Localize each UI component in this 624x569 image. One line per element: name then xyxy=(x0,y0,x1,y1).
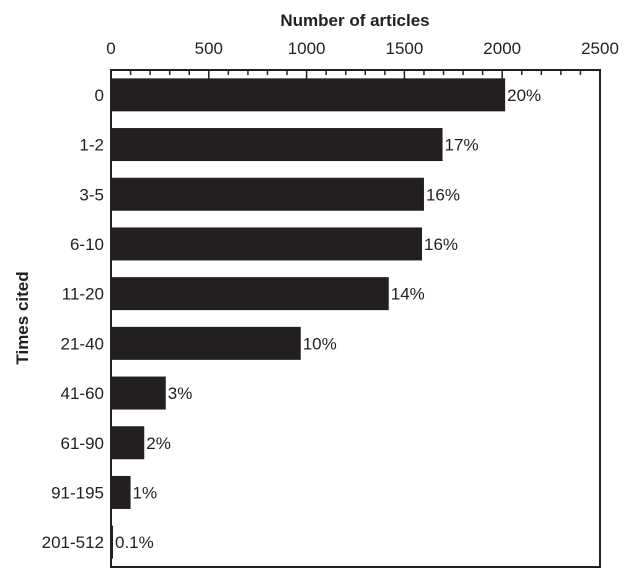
category-label: 41-60 xyxy=(61,384,104,403)
data-label: 16% xyxy=(424,235,458,254)
data-label: 16% xyxy=(426,185,460,204)
category-label: 6-10 xyxy=(70,235,104,254)
x-tick-label: 0 xyxy=(106,39,115,58)
bar xyxy=(111,177,424,211)
bar xyxy=(111,326,301,360)
bars xyxy=(111,78,506,559)
x-tick-label: 2000 xyxy=(483,39,521,58)
category-label: 1-2 xyxy=(79,136,104,155)
data-labels: 20% 17% 16% 16% 14% 10% 3% 2% 1% 0.1% xyxy=(115,86,541,552)
category-label: 91-195 xyxy=(51,483,104,502)
data-label: 3% xyxy=(168,384,193,403)
bar xyxy=(111,78,506,112)
x-axis-title: Number of articles xyxy=(280,11,429,30)
x-tick-label: 2500 xyxy=(581,39,619,58)
bar xyxy=(111,227,423,261)
data-label: 14% xyxy=(391,285,425,304)
data-label: 0.1% xyxy=(115,533,154,552)
category-labels: 0 1-2 3-5 6-10 11-20 21-40 41-60 61-90 91-195 201… xyxy=(42,86,104,552)
x-tick-label: 1500 xyxy=(385,39,423,58)
category-label: 61-90 xyxy=(61,434,104,453)
data-label: 20% xyxy=(507,86,541,105)
bar xyxy=(111,426,145,460)
x-tick-label: 500 xyxy=(195,39,223,58)
category-label: 201-512 xyxy=(42,533,104,552)
bar xyxy=(111,475,131,509)
category-label: 0 xyxy=(95,86,104,105)
bar xyxy=(111,128,443,162)
bar xyxy=(111,376,166,410)
category-label: 11-20 xyxy=(62,285,104,304)
plot-frame xyxy=(110,69,601,568)
y-axis-title: Times cited xyxy=(13,271,32,364)
x-axis-ticks: 0 500 1000 1500 2000 2500 xyxy=(106,39,619,79)
bar xyxy=(111,277,389,311)
x-tick-label: 1000 xyxy=(288,39,326,58)
category-label: 21-40 xyxy=(61,334,104,353)
category-label: 3-5 xyxy=(79,185,104,204)
data-label: 10% xyxy=(303,334,337,353)
data-label: 2% xyxy=(146,434,171,453)
data-label: 1% xyxy=(133,483,158,502)
data-label: 17% xyxy=(445,136,479,155)
